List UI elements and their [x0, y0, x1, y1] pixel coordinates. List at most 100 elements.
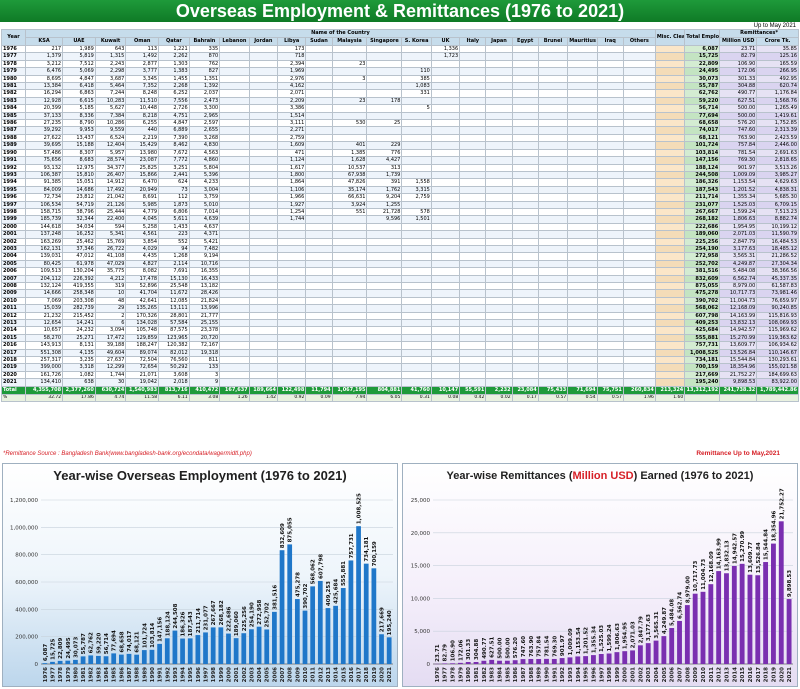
table-cell: 2,209: [277, 96, 307, 106]
table-cell: 37,133: [24, 111, 64, 121]
table-cell: [401, 133, 432, 143]
table-cell: 47,826: [331, 178, 368, 187]
table-cell: [596, 67, 624, 76]
table-cell: [511, 326, 539, 335]
bar: [716, 571, 722, 664]
data-label: 2,071.03: [631, 621, 637, 648]
percent-cell: 0.42: [459, 393, 487, 403]
table-cell: [622, 185, 656, 195]
table-cell: 425,684: [684, 326, 721, 335]
table-cell: 3,318: [62, 363, 96, 372]
table-cell: 119,363.62: [756, 333, 799, 343]
remittance-chart-title: Year-wise Remittances (Million USD) Earn…: [403, 470, 797, 482]
table-cell: [459, 126, 487, 135]
table-cell: [430, 89, 461, 98]
table-cell: 215,452: [62, 311, 96, 321]
table-cell: [305, 82, 333, 91]
table-cell: 10: [94, 289, 127, 298]
table-cell: [219, 111, 250, 121]
table-cell: [248, 141, 279, 150]
table-row: 2012 21,232 215,452 2 170,326 28,801 21,777 607…: [1, 311, 799, 321]
total-cell: 410,472: [188, 385, 221, 395]
table-cell: 10,283: [94, 96, 127, 106]
table-cell: [331, 111, 368, 121]
table-cell: 134,410: [24, 378, 64, 387]
table-cell: 2: [94, 311, 127, 321]
table-cell: 500.00: [719, 104, 758, 113]
table-cell: [596, 119, 624, 128]
table-cell: 5,010: [188, 200, 221, 209]
col-header-country: Mauritius: [567, 37, 598, 46]
table-cell: [622, 252, 656, 261]
table-cell: [654, 89, 686, 98]
table-cell: [485, 193, 513, 202]
col-header-country: KSA: [24, 37, 64, 46]
data-label: 700,159: [372, 541, 378, 566]
table-cell: 110,146.67: [756, 348, 799, 358]
bar: [622, 651, 628, 664]
table-cell: [331, 281, 368, 291]
table-cell: [331, 259, 368, 269]
table-row: 1999 185,739 32,344 22,400 4,045 5,611 4,639 1,…: [1, 215, 799, 224]
x-tick-label: 1979: [458, 667, 464, 682]
table-cell: 23,378: [188, 326, 221, 335]
percent-cell: 0.57: [596, 393, 624, 403]
table-cell: [567, 296, 598, 306]
bar: [348, 560, 354, 664]
bar: [598, 653, 604, 664]
table-cell: [305, 252, 333, 261]
table-cell: [485, 230, 513, 239]
table-cell: [248, 111, 279, 121]
table-cell: 229: [366, 141, 403, 150]
row-year: 2011: [1, 304, 26, 313]
table-cell: [459, 185, 487, 195]
col-group-country: Name of the Country: [25, 29, 656, 38]
table-cell: 217,669: [684, 370, 721, 380]
table-row: 1996 72,734 23,812 21,042 8,691 112 3,759 1,966…: [1, 193, 799, 202]
bar: [241, 633, 247, 664]
table-cell: [331, 348, 368, 358]
table-cell: 3,004: [188, 185, 221, 195]
table-cell: [596, 289, 624, 298]
table-cell: [485, 141, 513, 150]
table-cell: 15,039: [24, 304, 64, 313]
x-tick-label: 1984: [498, 667, 504, 682]
x-tick-label: 2011: [311, 667, 317, 682]
table-cell: [219, 259, 250, 269]
data-label: 1,201.52: [584, 627, 590, 654]
table-cell: [219, 141, 250, 150]
table-cell: 7,513.23: [756, 207, 799, 217]
table-cell: [366, 67, 403, 76]
table-cell: [305, 259, 333, 269]
table-cell: [401, 363, 432, 372]
table-cell: [401, 348, 432, 358]
x-tick-label: 2006: [670, 667, 676, 682]
data-label: 781.54: [544, 635, 550, 656]
table-cell: [537, 59, 569, 69]
table-cell: 2,965: [188, 111, 221, 121]
table-cell: 115,816.93: [756, 311, 799, 321]
table-cell: [654, 363, 686, 372]
table-cell: 2,818.65: [756, 156, 799, 165]
table-cell: [305, 133, 333, 143]
table-cell: 41,704: [125, 289, 160, 298]
table-cell: 5: [401, 104, 432, 113]
table-cell: [305, 170, 333, 180]
table-cell: 5,627: [94, 104, 127, 113]
table-cell: [537, 96, 569, 106]
table-cell: 77,694: [684, 111, 721, 121]
y-tick-label: 1,000,000: [10, 525, 38, 531]
table-cell: [219, 96, 250, 106]
data-label: 475,278: [295, 572, 301, 597]
table-cell: [622, 111, 656, 121]
data-label: 195,240: [387, 610, 393, 635]
table-cell: [219, 156, 250, 165]
table-cell: 390,702: [684, 296, 721, 306]
table-cell: [459, 119, 487, 128]
total-cell: 55,591: [459, 385, 487, 395]
x-tick-label: 1996: [196, 667, 202, 682]
table-cell: [277, 311, 307, 321]
table-cell: 113: [125, 44, 160, 54]
x-tick-label: 1992: [165, 667, 171, 682]
table-cell: [654, 244, 686, 254]
